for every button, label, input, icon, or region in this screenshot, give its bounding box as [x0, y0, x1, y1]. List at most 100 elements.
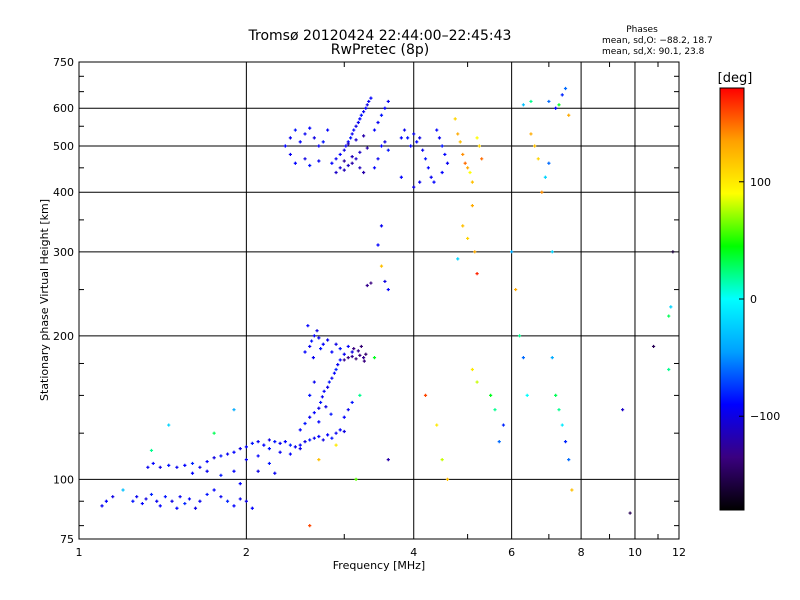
data-point [338, 166, 342, 170]
data-point [409, 144, 413, 148]
data-points [100, 86, 675, 528]
data-point [278, 450, 282, 454]
data-point [312, 136, 316, 140]
data-point [334, 443, 338, 447]
data-point [334, 157, 338, 161]
x-tick-label: 10 [628, 546, 642, 559]
data-point [432, 180, 436, 184]
data-point [543, 175, 547, 179]
data-point [383, 140, 387, 144]
data-point [317, 144, 321, 148]
data-point [379, 264, 384, 268]
data-point [212, 488, 216, 492]
data-point [383, 106, 387, 110]
data-point [628, 511, 632, 515]
data-point [151, 461, 155, 466]
data-point [131, 499, 135, 503]
data-point [379, 113, 384, 117]
data-point [342, 358, 346, 362]
data-point [470, 180, 474, 184]
data-point [338, 152, 342, 157]
data-point [435, 423, 439, 427]
data-point [349, 136, 353, 140]
data-point [330, 161, 334, 165]
data-point [312, 334, 316, 338]
data-point [244, 458, 248, 462]
data-point [212, 456, 216, 460]
data-point [193, 506, 198, 510]
data-point [651, 344, 656, 349]
data-point [456, 132, 460, 136]
x-tick-label: 4 [410, 546, 417, 559]
data-point [288, 152, 292, 157]
data-point [267, 438, 271, 442]
data-point [529, 99, 533, 104]
data-point [308, 524, 312, 528]
data-point [346, 142, 350, 146]
data-point [321, 342, 325, 346]
data-point [303, 157, 307, 161]
y-tick-label: 100 [53, 473, 74, 486]
data-point [319, 400, 323, 405]
data-point [293, 445, 297, 449]
colorbar-tick-label: 0 [750, 293, 757, 306]
data-point [470, 203, 474, 208]
data-point [466, 166, 470, 170]
data-point [330, 376, 334, 380]
data-point [386, 148, 390, 152]
colorbar-tick-label: 100 [750, 176, 771, 189]
data-point [466, 236, 470, 241]
data-point [140, 501, 144, 506]
data-point [178, 495, 182, 499]
data-point [111, 495, 115, 499]
data-point [461, 152, 465, 157]
data-point [470, 367, 474, 372]
data-point [219, 454, 223, 458]
data-point [521, 356, 526, 360]
data-point [326, 128, 330, 132]
data-point [332, 371, 337, 375]
data-point [365, 283, 369, 288]
data-point [317, 434, 321, 439]
data-point [135, 495, 139, 499]
data-point [303, 132, 307, 136]
data-point [567, 113, 571, 117]
chart-title: Tromsø 20120424 22:44:00–22:45:43 [248, 28, 512, 44]
data-point [158, 504, 162, 508]
data-point [121, 488, 125, 492]
data-point [149, 448, 154, 453]
data-point [342, 168, 346, 172]
data-point [399, 136, 403, 140]
data-point [547, 99, 551, 104]
data-point [354, 138, 358, 142]
data-point [521, 103, 526, 107]
data-point [219, 473, 223, 477]
data-point [369, 96, 373, 100]
data-point [372, 166, 377, 170]
data-point [319, 347, 323, 351]
data-point [344, 144, 348, 148]
data-point [361, 134, 366, 138]
data-point [364, 106, 368, 110]
data-point [303, 421, 307, 426]
data-point [205, 469, 209, 473]
data-point [190, 471, 195, 475]
data-point [288, 443, 292, 447]
data-point [540, 190, 544, 194]
data-point [306, 324, 310, 328]
data-point [158, 465, 162, 469]
data-point [317, 406, 321, 410]
data-point [238, 481, 242, 486]
data-point [205, 459, 209, 464]
data-point [326, 433, 330, 437]
colorbar-tick-label: −100 [750, 410, 780, 423]
data-point [480, 157, 484, 161]
data-point [346, 408, 350, 412]
data-point [379, 144, 384, 148]
data-point [244, 445, 248, 449]
data-point [205, 492, 209, 497]
data-point [563, 440, 568, 444]
data-point [342, 429, 346, 434]
data-point [570, 488, 574, 492]
data-point [293, 161, 297, 165]
